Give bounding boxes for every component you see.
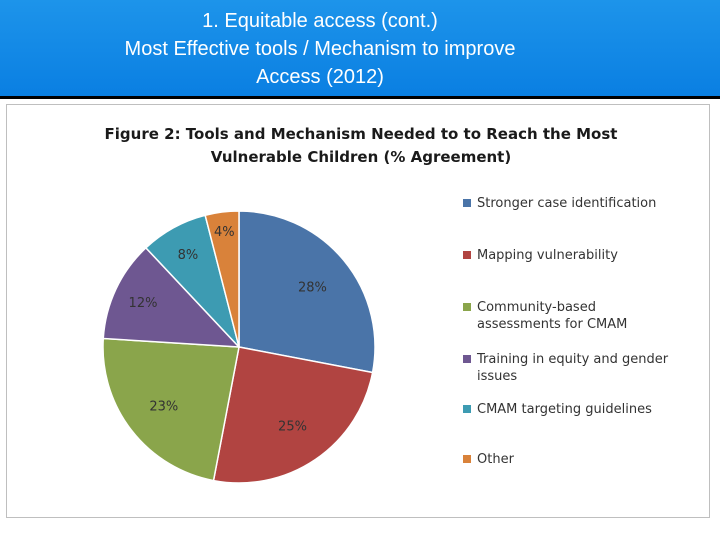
slide-title-line-3: Access (2012): [256, 66, 384, 88]
header-divider: [0, 96, 720, 99]
legend-label-6: Other: [477, 452, 515, 467]
pie-data-label-1: 28%: [298, 280, 327, 295]
pie-slice-4: [102, 246, 241, 348]
legend-label-4-line-2: issues: [477, 369, 517, 384]
slide-header: 1. Equitable access (cont.) Most Effecti…: [0, 0, 720, 96]
legend-swatch-4: [463, 355, 471, 363]
legend-swatch-3: [463, 303, 471, 311]
pie-data-label-6: 4%: [214, 225, 235, 240]
pie-data-label-2: 25%: [278, 420, 307, 435]
pie-slice-1: [238, 210, 376, 374]
legend-swatch-2: [463, 251, 471, 259]
chart-title-line-2: Vulnerable Children (% Agreement): [211, 148, 511, 166]
legend-swatch-6: [463, 455, 471, 463]
legend-swatch-1: [463, 199, 471, 207]
legend-label-1: Stronger case identification: [477, 196, 656, 211]
slide-title-line-2: Most Effective tools / Mechanism to impr…: [124, 38, 516, 60]
pie-data-label-4: 12%: [129, 296, 158, 311]
chart-title-line-1: Figure 2: Tools and Mechanism Needed to …: [105, 125, 618, 143]
legend-label-2: Mapping vulnerability: [477, 248, 618, 263]
pie-slice-3: [102, 337, 240, 482]
pie-data-label-5: 8%: [178, 248, 199, 263]
legend-label-4-line-1: Training in equity and gender: [476, 352, 669, 367]
legend-label-5: CMAM targeting guidelines: [477, 402, 652, 417]
slide-title-line-1: 1. Equitable access (cont.): [202, 10, 438, 32]
pie-slice-6: [204, 210, 240, 348]
pie-chart: Figure 2: Tools and Mechanism Needed to …: [102, 125, 669, 484]
pie-data-label-3: 23%: [149, 399, 178, 414]
legend-label-3-line-1: Community-based: [477, 300, 596, 315]
pie-slice-2: [212, 346, 374, 484]
legend-label-3-line-2: assessments for CMAM: [477, 317, 627, 332]
chart-frame: Figure 2: Tools and Mechanism Needed to …: [6, 104, 710, 518]
legend-swatch-5: [463, 405, 471, 413]
